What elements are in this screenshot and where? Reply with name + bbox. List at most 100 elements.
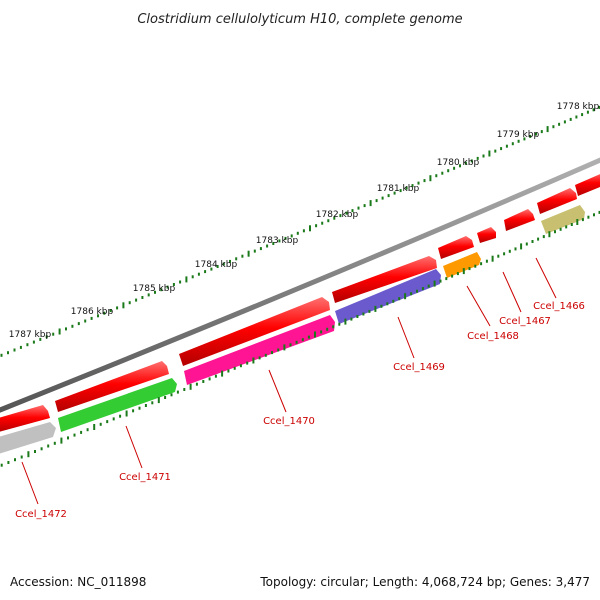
ruler-dot: [34, 450, 36, 453]
ruler-dot: [227, 369, 230, 373]
ruler-dot: [416, 289, 418, 293]
gene-ccel-1466: [541, 205, 585, 234]
ruler-dot: [301, 338, 304, 342]
ruler-dot: [109, 309, 112, 312]
ruler-dot: [427, 284, 430, 288]
ruler-dot: [197, 272, 200, 276]
ruler-major-tick: [404, 293, 407, 300]
ruler-dot: [7, 461, 10, 464]
ruler-dot: [176, 390, 179, 394]
ruler-dot: [368, 309, 371, 313]
ruler-major-tick: [283, 344, 286, 351]
ruler-dot: [141, 296, 144, 299]
ruler-dot: [503, 252, 506, 256]
ruler-dot: [537, 237, 540, 241]
ruler-dot: [258, 356, 261, 360]
ruler-dot: [563, 120, 566, 124]
ruler-dot: [47, 444, 50, 448]
gene-ccel-1469: [335, 269, 441, 324]
leader-ccel-1469: [397, 316, 415, 359]
ruler-dot: [86, 428, 89, 432]
forward-gene-1: [0, 405, 50, 432]
ruler-major-tick: [374, 305, 377, 312]
ruler-dot: [119, 414, 122, 418]
ruler-dot: [222, 262, 225, 266]
ruler-dot: [531, 240, 534, 243]
ruler-outer: [0, 105, 600, 357]
ruler-major-tick: [122, 302, 125, 309]
ruler-dot: [20, 455, 23, 459]
ruler-dot: [523, 137, 526, 141]
ruler-major-tick: [125, 410, 128, 417]
ruler-dot: [67, 436, 69, 440]
ruler-dot: [405, 186, 408, 190]
ruler-major-tick: [309, 225, 311, 232]
gene-ccel-1468: [443, 252, 481, 278]
leader-ccel-1466: [535, 257, 557, 299]
ruler-dot: [569, 117, 572, 121]
ruler-dot: [398, 297, 401, 301]
ruler-dot: [399, 189, 402, 193]
ruler-dot: [570, 223, 573, 226]
ruler-dot: [559, 227, 562, 231]
ruler-dot: [575, 115, 578, 119]
ruler-dot: [587, 215, 590, 219]
ruler-dot: [494, 149, 497, 153]
ruler-dot: [302, 229, 305, 233]
ruler-dot: [439, 279, 442, 283]
ruler-dot: [271, 351, 273, 355]
ruler-dot: [253, 249, 256, 253]
ruler-dot: [332, 325, 335, 329]
ruler-dot: [357, 206, 360, 210]
ruler-dot: [144, 404, 147, 407]
ruler-dot: [410, 292, 413, 296]
tick-label-1779: 1779 kbp: [497, 130, 540, 140]
ruler-dot: [195, 382, 198, 386]
ruler-dot: [387, 194, 390, 198]
ruler-dot: [246, 361, 249, 365]
ruler-dot: [581, 113, 584, 117]
ruler-dot: [497, 254, 500, 258]
ruler-dot: [505, 144, 508, 148]
ruler-dot: [535, 132, 537, 136]
ruler-dot: [375, 199, 378, 203]
ruler-major-tick: [491, 255, 494, 262]
ruler-dot: [202, 380, 205, 383]
leader-ccel-1467: [502, 271, 522, 313]
ruler-dot: [278, 239, 281, 243]
ruler-dot: [0, 463, 3, 467]
tick-label-1783: 1783 kbp: [256, 236, 299, 246]
ruler-dot: [326, 327, 329, 331]
ruler-dot: [239, 364, 242, 368]
accession-text: Accession: NC_011898: [10, 575, 146, 589]
forward-gene-8: [537, 188, 577, 214]
ruler-dot: [99, 422, 102, 426]
ruler-dot: [598, 105, 600, 109]
forward-gene-7: [504, 209, 535, 231]
ruler-dot: [84, 319, 87, 323]
ruler-dot: [320, 330, 323, 334]
ruler-major-tick: [546, 126, 549, 133]
ruler-dot: [266, 244, 269, 248]
ruler-major-tick: [247, 250, 250, 257]
ruler-dot: [380, 304, 383, 308]
ruler-major-tick: [314, 331, 316, 338]
ruler-dot: [53, 441, 56, 445]
ruler-dot: [77, 322, 80, 326]
ruler-dot: [464, 161, 467, 165]
tick-label-1786: 1786 kbp: [71, 307, 114, 317]
ruler-labels: 1778 kbp 1779 kbp 1780 kbp 1781 kbp 1782…: [9, 102, 600, 340]
tick-label-1782: 1782 kbp: [316, 210, 359, 220]
ruler-dot: [179, 280, 182, 284]
ruler-dot: [264, 353, 267, 357]
ruler-dot: [191, 275, 194, 279]
ruler-dot: [485, 259, 488, 263]
ruler-dot: [456, 272, 459, 276]
ruler-dot: [80, 430, 83, 434]
ruler-dot: [482, 154, 485, 158]
ruler-dot: [235, 257, 238, 261]
reverse-strand-genes: [0, 205, 585, 454]
ruler-major-tick: [58, 328, 61, 335]
ruler-dot: [470, 159, 473, 163]
ruler-major-tick: [576, 219, 579, 225]
